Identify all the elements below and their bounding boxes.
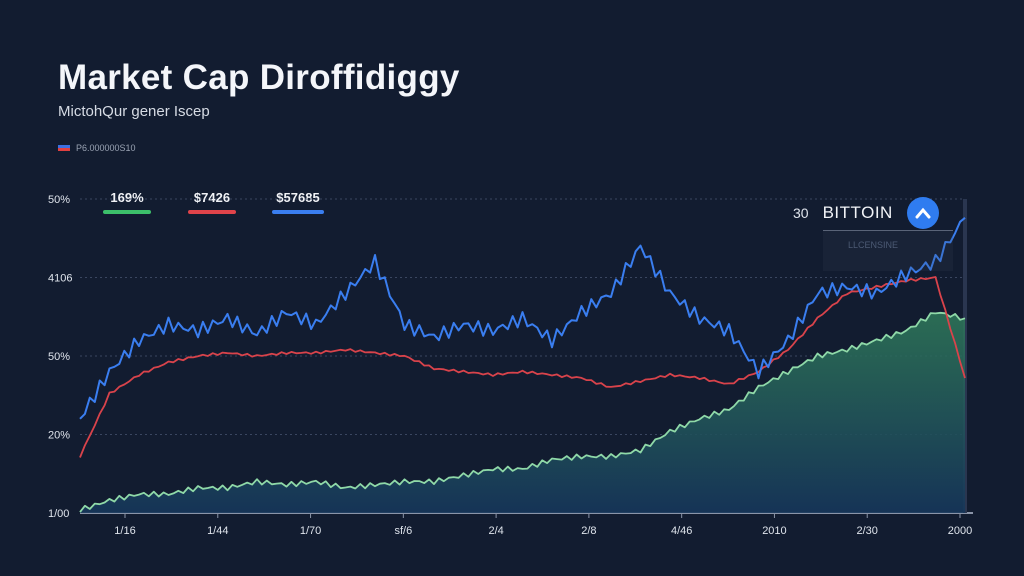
legend-note-text: P6.000000S10 [76, 143, 136, 153]
x-tick-label: 1/70 [300, 525, 321, 537]
annotation-name: BITTOIN [822, 203, 893, 222]
x-tick-label: sf/6 [394, 525, 412, 537]
x-tick-label: 2010 [762, 525, 786, 537]
y-tick-label: 50% [48, 194, 70, 206]
chart-title: Market Cap Diroffidiggy [58, 58, 460, 97]
stat-green-value: 169% [110, 190, 144, 205]
chevron-up-button[interactable] [906, 197, 939, 229]
legend-note: P6.000000S10 [58, 143, 136, 153]
stat-blue-bar [272, 210, 324, 214]
stat-green: 169% [103, 190, 151, 214]
x-tick-label: 2/8 [581, 525, 596, 537]
y-tick-label: 50% [48, 351, 70, 363]
x-tick-label: 1/44 [207, 525, 228, 537]
annotation-box [823, 230, 953, 271]
chart-subtitle: MictohQur gener Iscep [58, 103, 210, 120]
stat-blue: $57685 [272, 190, 324, 214]
legend-swatch [58, 145, 70, 151]
annotation-sub: LLCENSINE [848, 240, 899, 250]
chevron-up-icon [915, 207, 931, 219]
x-tick-label: 2/30 [857, 525, 878, 537]
x-tick-label: 2000 [948, 525, 972, 537]
x-tick-label: 2/4 [488, 525, 503, 537]
series-green-area [80, 312, 965, 513]
stat-green-bar [103, 210, 151, 214]
stat-red: $7426 [188, 190, 236, 214]
y-tick-label: 1/00 [48, 508, 69, 520]
annotation-number: 30 [793, 205, 809, 221]
y-tick-label: 4106 [48, 273, 72, 285]
x-tick-label: 4/46 [671, 525, 692, 537]
stat-blue-value: $57685 [276, 190, 320, 205]
y-tick-label: 20% [48, 430, 70, 442]
series-red-line [79, 276, 966, 458]
bitcoin-annotation: 30 BITTOIN [793, 197, 939, 229]
stat-red-value: $7426 [193, 190, 231, 205]
x-tick-label: 1/16 [114, 525, 135, 537]
stat-red-bar [188, 210, 236, 214]
series-blue-line [79, 217, 966, 420]
series-green-line [79, 311, 966, 513]
